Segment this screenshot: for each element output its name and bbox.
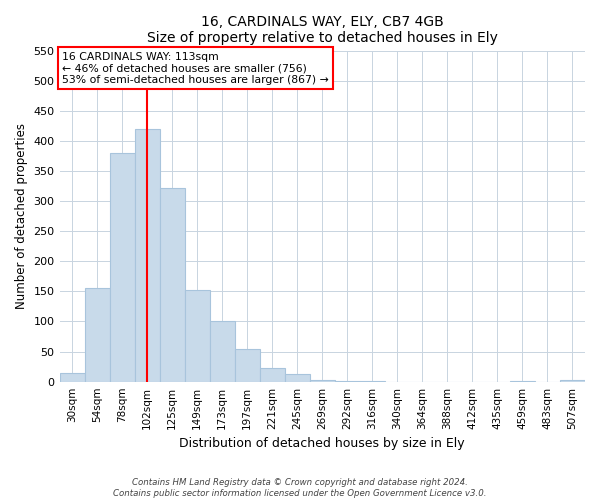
Bar — [160, 188, 185, 382]
Bar — [110, 153, 134, 382]
Bar — [360, 381, 385, 382]
Text: 16 CARDINALS WAY: 113sqm
← 46% of detached houses are smaller (756)
53% of semi-: 16 CARDINALS WAY: 113sqm ← 46% of detach… — [62, 52, 329, 85]
Text: Contains HM Land Registry data © Crown copyright and database right 2024.
Contai: Contains HM Land Registry data © Crown c… — [113, 478, 487, 498]
Y-axis label: Number of detached properties: Number of detached properties — [15, 123, 28, 309]
Bar — [335, 381, 360, 382]
Bar — [185, 290, 209, 382]
Bar — [285, 374, 310, 382]
Title: 16, CARDINALS WAY, ELY, CB7 4GB
Size of property relative to detached houses in : 16, CARDINALS WAY, ELY, CB7 4GB Size of … — [147, 15, 498, 45]
Bar — [260, 368, 285, 382]
X-axis label: Distribution of detached houses by size in Ely: Distribution of detached houses by size … — [179, 437, 465, 450]
Bar — [560, 380, 585, 382]
Bar — [310, 380, 335, 382]
Bar — [85, 288, 110, 382]
Bar — [209, 322, 235, 382]
Bar — [510, 381, 535, 382]
Bar — [235, 348, 260, 382]
Bar — [134, 129, 160, 382]
Bar — [59, 372, 85, 382]
